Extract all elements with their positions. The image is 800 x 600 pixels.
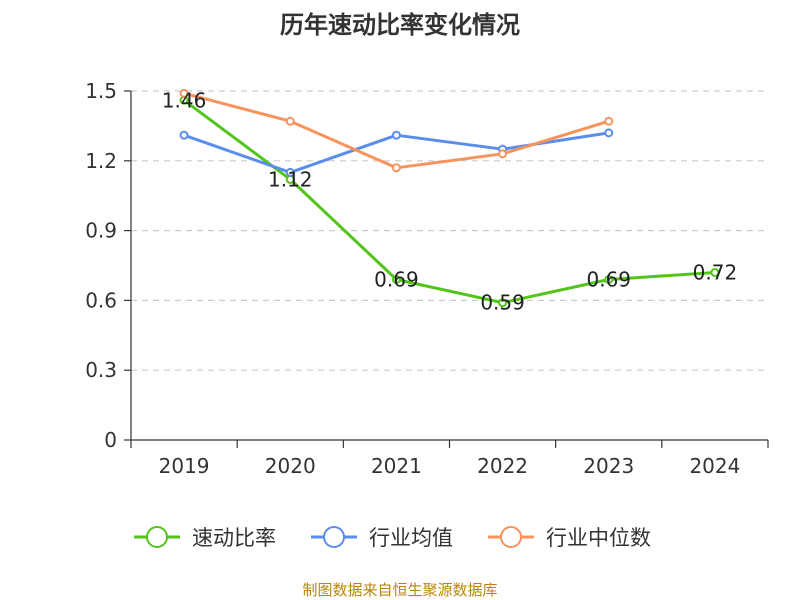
series-line: [183, 99, 715, 305]
data-point: [285, 167, 295, 177]
legend-marker: [323, 526, 345, 548]
data-label: 0.69: [586, 267, 631, 291]
chart-title: 历年速动比率变化情况: [280, 11, 520, 39]
data-label: 1.12: [268, 167, 313, 191]
data-point: [710, 267, 720, 277]
legend-item: 速动比率: [134, 526, 276, 550]
y-tick-label: 0: [104, 428, 117, 452]
data-label: 0.72: [693, 260, 738, 284]
legend: 速动比率 行业均值 行业中位数: [134, 526, 651, 550]
data-point: [391, 274, 401, 284]
data-labels: 1.46 1.12 0.69 0.59 0.69 0.72: [162, 88, 737, 314]
x-tick-label: 2024: [689, 454, 740, 478]
y-tick-label: 0.3: [85, 358, 117, 382]
data-label: 1.46: [162, 88, 207, 112]
data-point: [604, 274, 614, 284]
y-tick-label: 0.9: [85, 219, 117, 243]
data-point: [285, 116, 295, 126]
data-point: [604, 128, 614, 138]
grid-lines: [131, 90, 768, 371]
data-label: 0.69: [374, 267, 419, 291]
source-note: 制图数据来自恒生聚源数据库: [302, 581, 497, 599]
x-tick-label: 2019: [159, 454, 210, 478]
data-point: [498, 298, 508, 308]
data-point: [604, 116, 614, 126]
y-tick-label: 1.5: [85, 79, 117, 103]
legend-label: 行业均值: [369, 526, 453, 550]
legend-item: 行业中位数: [488, 526, 651, 550]
legend-marker: [146, 526, 168, 548]
legend-item: 行业均值: [311, 526, 453, 550]
y-tick-label: 1.2: [85, 149, 117, 173]
x-axis: 2019 2020 2021 2022 2023 2024: [130, 439, 769, 478]
data-label: 0.59: [480, 291, 525, 315]
data-point: [179, 130, 189, 140]
x-tick-label: 2023: [583, 454, 634, 478]
legend-marker: [500, 526, 522, 548]
x-tick-label: 2022: [477, 454, 528, 478]
y-axis: 0 0.3 0.6 0.9 1.2 1.5: [85, 79, 132, 452]
data-point: [391, 130, 401, 140]
x-tick-label: 2021: [371, 454, 422, 478]
x-tick-label: 2020: [265, 454, 316, 478]
y-tick-label: 0.6: [85, 288, 117, 312]
legend-label: 行业中位数: [546, 526, 651, 550]
data-point: [179, 88, 189, 98]
data-point: [498, 149, 508, 159]
series-lines: [179, 88, 720, 308]
data-point: [391, 163, 401, 173]
legend-label: 速动比率: [192, 526, 276, 550]
